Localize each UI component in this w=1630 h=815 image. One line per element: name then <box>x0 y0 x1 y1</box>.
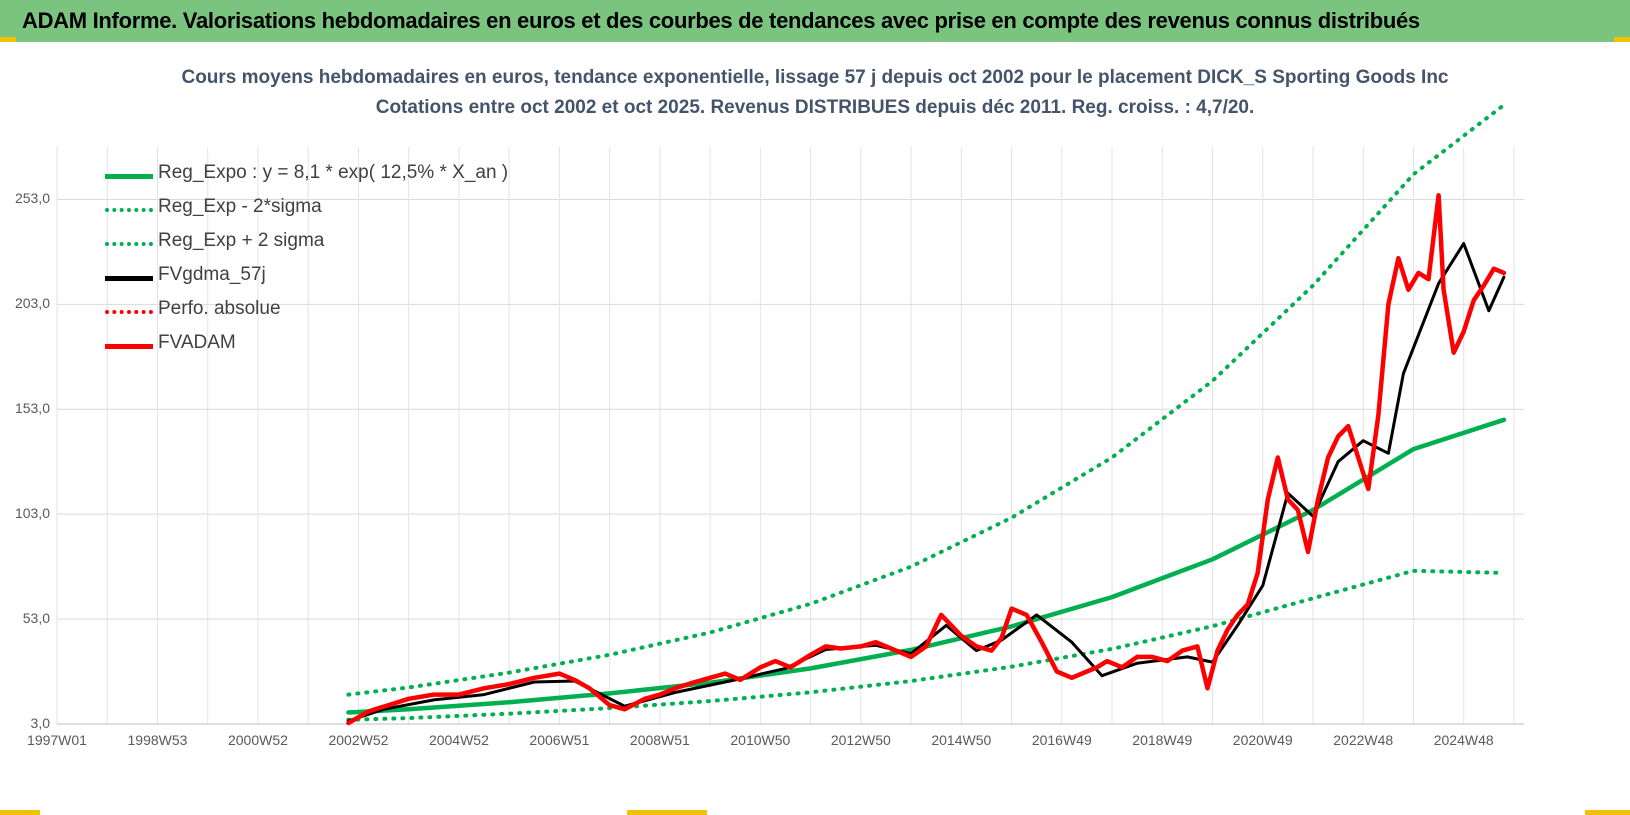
x-tick-label: 2010W50 <box>730 732 791 748</box>
x-tick-label: 2020W49 <box>1232 732 1293 748</box>
x-tick-label: 2000W52 <box>227 732 288 748</box>
legend-swatch <box>105 208 153 212</box>
x-tick-label: 1998W53 <box>127 732 188 748</box>
series-line-5 <box>346 193 1507 726</box>
series-line-3 <box>346 242 1506 723</box>
y-tick-label: 253,0 <box>14 190 50 207</box>
x-tick-label: 2022W48 <box>1333 732 1394 748</box>
chart-svg <box>56 103 1524 726</box>
y-tick-label: 103,0 <box>14 505 50 522</box>
legend-label: FVgdma_57j <box>158 264 266 285</box>
corner-marker-right <box>1614 37 1630 42</box>
chart-subtitle: Cotations entre oct 2002 et oct 2025. Re… <box>375 97 1255 118</box>
legend-label: FVADAM <box>158 332 236 353</box>
series-line-2 <box>346 103 1506 697</box>
legend-swatch <box>105 276 153 281</box>
y-tick-label: 153,0 <box>14 400 50 417</box>
y-tick-label: 3,0 <box>30 715 50 731</box>
legend-swatch <box>105 242 153 246</box>
x-tick-label: 2008W51 <box>629 732 690 748</box>
series-line-0 <box>346 417 1507 715</box>
x-tick-label: 2014W50 <box>931 732 992 748</box>
y-tick-label: 53,0 <box>22 610 50 627</box>
legend-label: Reg_Expo : y = 8,1 * exp( 12,5% * X_an ) <box>158 162 509 183</box>
legend-swatch <box>105 310 153 314</box>
x-tick-label: 2012W50 <box>830 732 891 748</box>
x-tick-label: 1997W01 <box>27 732 87 748</box>
x-tick-label: 2016W49 <box>1031 732 1092 748</box>
bottom-marker-mid <box>627 810 707 815</box>
corner-marker-left <box>0 37 16 42</box>
header-bar: ADAM Informe. Valorisations hebdomadaire… <box>0 0 1630 42</box>
legend-label: Perfo. absolue <box>158 298 281 319</box>
x-tick-label: 2024W48 <box>1433 732 1494 748</box>
bottom-marker-left <box>0 810 40 815</box>
series-line-1 <box>346 568 1506 722</box>
chart-area: Cours moyens hebdomadaires en euros, ten… <box>0 42 1630 815</box>
bottom-marker-right <box>1585 810 1630 815</box>
report-title: ADAM Informe. Valorisations hebdomadaire… <box>22 8 1420 33</box>
legend-label: Reg_Exp - 2*sigma <box>158 196 322 217</box>
x-tick-label: 2002W52 <box>328 732 389 748</box>
legend-label: Reg_Exp + 2 sigma <box>158 230 325 251</box>
x-tick-label: 2006W51 <box>529 732 590 748</box>
y-tick-label: 203,0 <box>14 295 50 312</box>
x-tick-label: 2018W49 <box>1132 732 1193 748</box>
legend-swatch <box>105 344 153 349</box>
chart-title: Cours moyens hebdomadaires en euros, ten… <box>181 67 1449 88</box>
legend-swatch <box>105 174 153 179</box>
x-tick-label: 2004W52 <box>428 732 489 748</box>
